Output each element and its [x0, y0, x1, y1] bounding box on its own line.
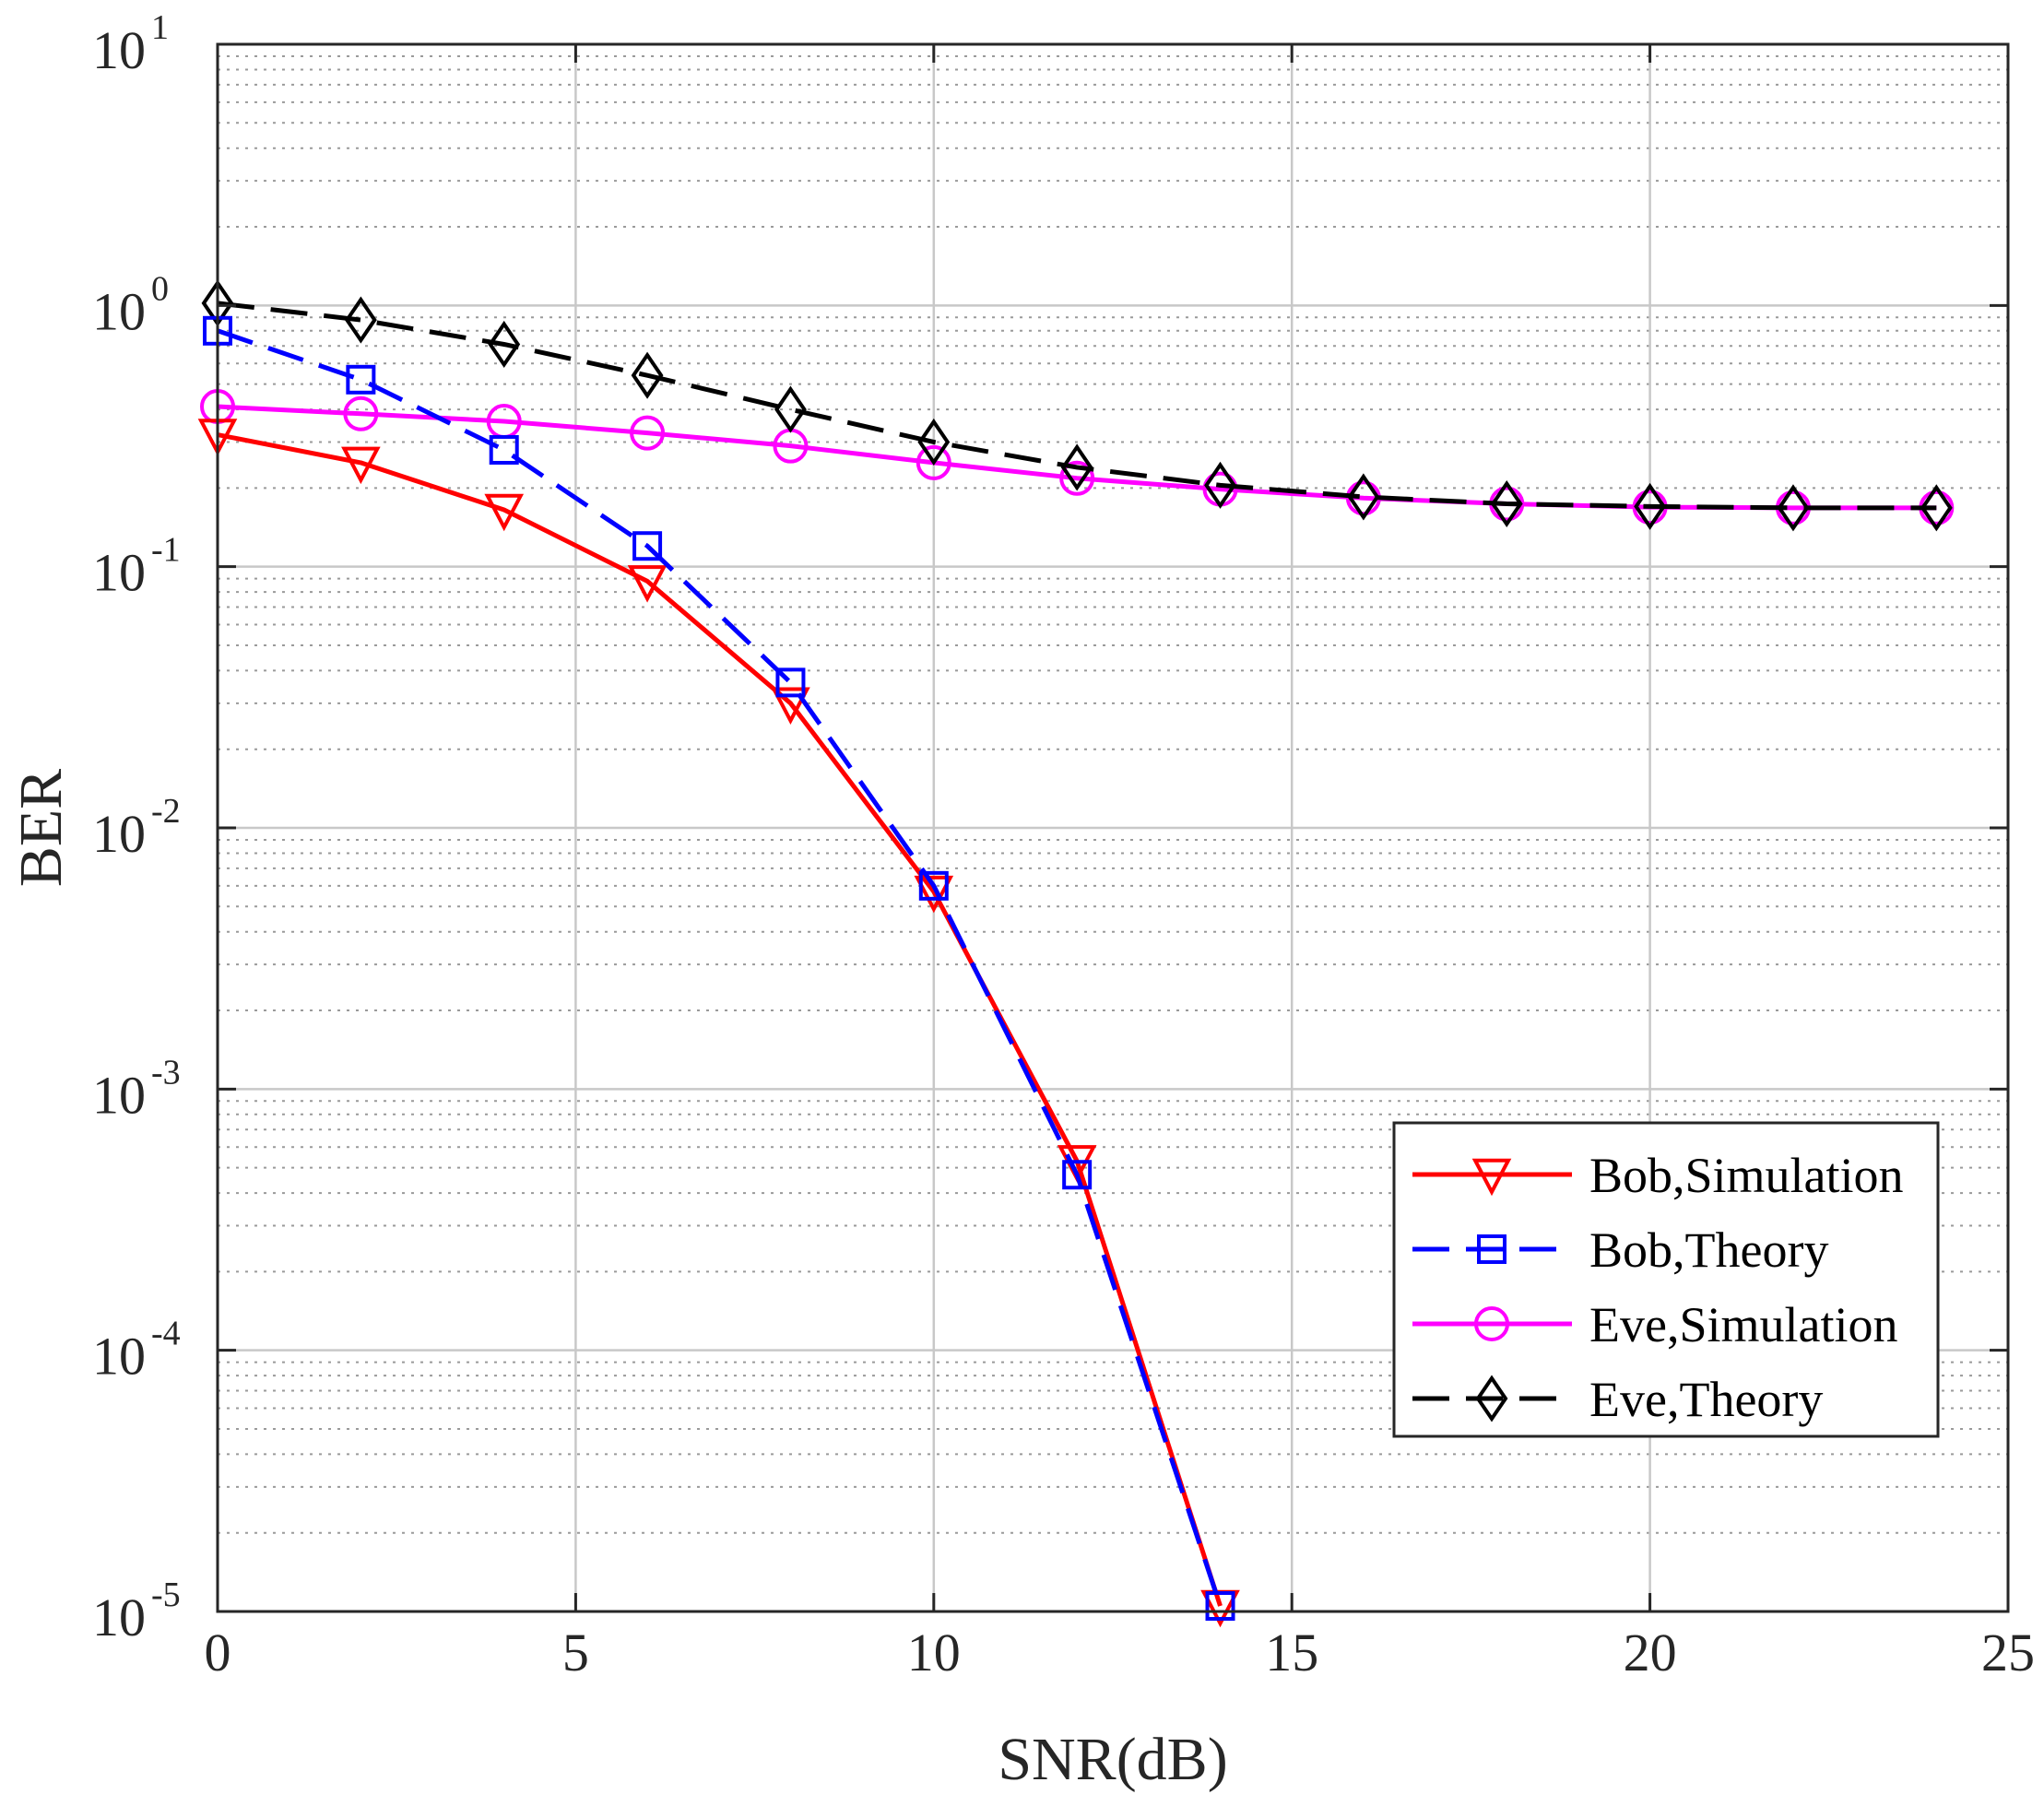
axis-ticks [216, 42, 2010, 1613]
y-tick-exponent: 0 [151, 269, 169, 308]
marker-diamond [488, 320, 521, 369]
marker-diamond [344, 296, 377, 344]
series-eve-theory [201, 279, 1953, 532]
marker-circle [1474, 1306, 1509, 1341]
marker-square [1062, 1160, 1093, 1190]
marker-square [918, 870, 949, 901]
marker-diamond [1634, 482, 1667, 530]
y-tick-label: 10 0 [92, 269, 169, 341]
marker-diamond [1777, 484, 1810, 532]
y-tick-exponent: -1 [151, 531, 181, 570]
legend-label: Bob,Simulation [1589, 1148, 1904, 1203]
legend-label: Bob,Theory [1589, 1222, 1828, 1278]
y-tick-exponent: -3 [151, 1053, 181, 1092]
y-tick-exponent: -5 [151, 1576, 181, 1614]
marker-square [346, 364, 376, 395]
series-line [217, 328, 1223, 1607]
y-tick-label: 10 -3 [92, 1053, 181, 1125]
legend: Bob,Simulation Bob,Theory Eve,Simulation Ev… [1392, 1121, 1940, 1438]
legend-entry: Eve,Theory [1412, 1372, 1823, 1427]
x-tick-labels: 0 5 10 15 20 25 [205, 1623, 2036, 1682]
y-tick-exponent: 1 [151, 8, 169, 47]
x-tick-label: 20 [1624, 1623, 1677, 1682]
series-line [217, 432, 1223, 1607]
series-bob-theory [203, 315, 1235, 1621]
marker-circle [1059, 460, 1095, 496]
marker-triangle [771, 687, 810, 726]
y-tick-label: 10 -1 [92, 531, 181, 603]
y-tick-base: 10 [92, 20, 146, 80]
x-tick-label: 5 [562, 1623, 589, 1682]
marker-circle [916, 444, 951, 480]
series-line [217, 301, 1937, 511]
series-bob-simulation [197, 419, 1240, 1628]
marker-triangle [627, 565, 668, 603]
x-tick-label: 25 [1981, 1623, 2035, 1682]
marker-square [775, 667, 806, 698]
y-tick-label: 10 1 [92, 8, 169, 80]
y-tick-base: 10 [92, 804, 146, 864]
minor-grid [218, 54, 2008, 1534]
marker-square [632, 531, 663, 561]
y-tick-base: 10 [92, 1327, 146, 1387]
series-layer [197, 279, 1955, 1628]
marker-diamond [1060, 443, 1093, 491]
legend-entry: Bob,Theory [1412, 1222, 1828, 1278]
y-tick-base: 10 [92, 1588, 146, 1647]
marker-square [1205, 1590, 1235, 1621]
y-tick-base: 10 [92, 543, 146, 603]
marker-square [1477, 1234, 1506, 1264]
marker-diamond [917, 418, 951, 466]
legend-label: Eve,Simulation [1589, 1297, 1897, 1352]
marker-diamond [1204, 461, 1236, 509]
marker-triangle [341, 446, 381, 485]
y-tick-label: 10 -4 [92, 1315, 181, 1387]
marker-square [489, 434, 519, 465]
marker-diamond [1475, 1375, 1508, 1422]
y-tick-exponent: -4 [151, 1315, 181, 1353]
legend-label: Eve,Theory [1589, 1372, 1823, 1427]
marker-diamond [1347, 473, 1380, 521]
x-tick-label: 10 [907, 1623, 961, 1682]
marker-diamond [1920, 484, 1953, 532]
marker-triangle [484, 493, 525, 532]
marker-triangle [914, 875, 954, 914]
legend-entry: Eve,Simulation [1412, 1297, 1897, 1352]
x-tick-label: 15 [1265, 1623, 1318, 1682]
x-tick-label: 0 [205, 1623, 231, 1682]
marker-triangle [1471, 1158, 1512, 1197]
marker-circle [343, 395, 379, 431]
x-axis-title: SNR(dB) [998, 1726, 1227, 1793]
y-tick-exponent: -2 [151, 792, 181, 831]
y-tick-label: 10 -5 [92, 1576, 181, 1647]
y-tick-base: 10 [92, 281, 146, 341]
legend-entry: Bob,Simulation [1412, 1148, 1904, 1203]
marker-diamond [631, 351, 664, 399]
marker-circle [630, 415, 666, 451]
y-tick-base: 10 [92, 1065, 146, 1125]
marker-diamond [774, 385, 807, 433]
marker-diamond [1490, 479, 1523, 528]
y-axis-title: BER [7, 769, 75, 887]
y-tick-label: 10 -2 [92, 792, 181, 864]
